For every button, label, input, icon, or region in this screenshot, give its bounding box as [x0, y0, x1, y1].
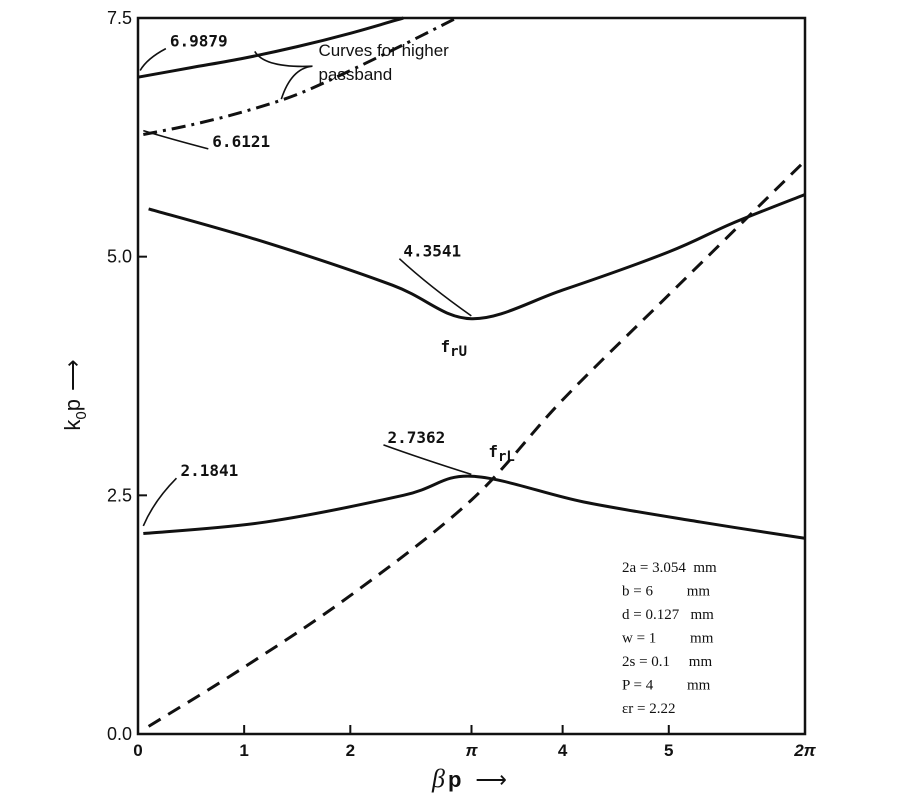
parameter-line: εr = 2.22: [622, 701, 676, 717]
dispersion-curve-solid: [143, 474, 805, 540]
annotation-leader: [139, 47, 167, 71]
annotation-value: 2.7362: [387, 428, 445, 447]
y-tick-label: 0.0: [107, 724, 132, 744]
dispersion-curve-solid: [137, 16, 404, 79]
parameter-box: 2a = 3.054 mm b = 6 mm d = 0.127 mm w = 1 m…: [622, 560, 717, 717]
y-tick-label: 2.5: [107, 485, 132, 505]
curve-layer: [137, 16, 806, 728]
parameter-line: 2s = 0.1 mm: [622, 654, 712, 670]
point-label: frL: [488, 442, 515, 465]
note-pointer: [254, 50, 313, 68]
y-axis-label-sub: 0: [73, 411, 90, 419]
plot-frame: [136, 16, 807, 736]
parameter-line: b = 6 mm: [622, 584, 710, 600]
parameter-line: w = 1 mm: [622, 631, 714, 647]
annotation-value: 2.1841: [180, 461, 238, 480]
parameter-line: P = 4 mm: [622, 678, 711, 694]
parameter-line: 2a = 3.054 mm: [622, 560, 717, 576]
higher-passband-note: Curves for higher: [318, 41, 449, 60]
x-tick-label: 1: [239, 741, 248, 760]
x-tick-label: 2: [346, 741, 355, 760]
x-tick-label: 4: [558, 741, 568, 760]
annotation-leader: [143, 129, 209, 150]
annotation-leader: [398, 258, 472, 317]
x-tick-label: π: [465, 741, 478, 760]
annotation-layer: 6.9879 6.6121 4.3541 2.1841 2.7362 frU frL Curv…: [139, 32, 515, 527]
higher-passband-note: passband: [318, 65, 392, 84]
y-tick-label: 5.0: [107, 247, 132, 267]
x-axis-label-arrow: ⟶: [475, 767, 507, 792]
tick-layer: 0 1 2 π 4 5 2π0.02.55.07.5: [107, 8, 817, 760]
annotation-value: 6.9879: [170, 32, 228, 51]
x-tick-label: 2π: [793, 741, 816, 760]
annotation-value: 6.6121: [212, 132, 270, 151]
annotation-value: 4.3541: [403, 242, 461, 261]
dispersion-curve-dashed: [147, 160, 806, 728]
x-tick-label: 5: [664, 741, 673, 760]
y-axis-label: k0p ⟶: [60, 359, 90, 430]
y-axis-label-var: p: [60, 399, 85, 411]
x-axis-label-symbol: β: [431, 764, 445, 793]
annotation-leader: [142, 477, 178, 527]
note-pointer: [280, 65, 313, 100]
x-axis-label-var: p: [448, 767, 461, 792]
parameter-line: d = 0.127 mm: [622, 607, 714, 623]
annotation-leader: [383, 444, 472, 476]
point-label: frU: [441, 337, 468, 360]
y-tick-label: 7.5: [107, 8, 132, 28]
y-axis-label-arrow: ⟶: [60, 359, 85, 391]
x-tick-label: 0: [133, 741, 142, 760]
y-axis-label-base: k: [60, 419, 85, 431]
x-axis-label: β p ⟶: [431, 764, 507, 793]
dispersion-curve-solid: [148, 193, 806, 321]
